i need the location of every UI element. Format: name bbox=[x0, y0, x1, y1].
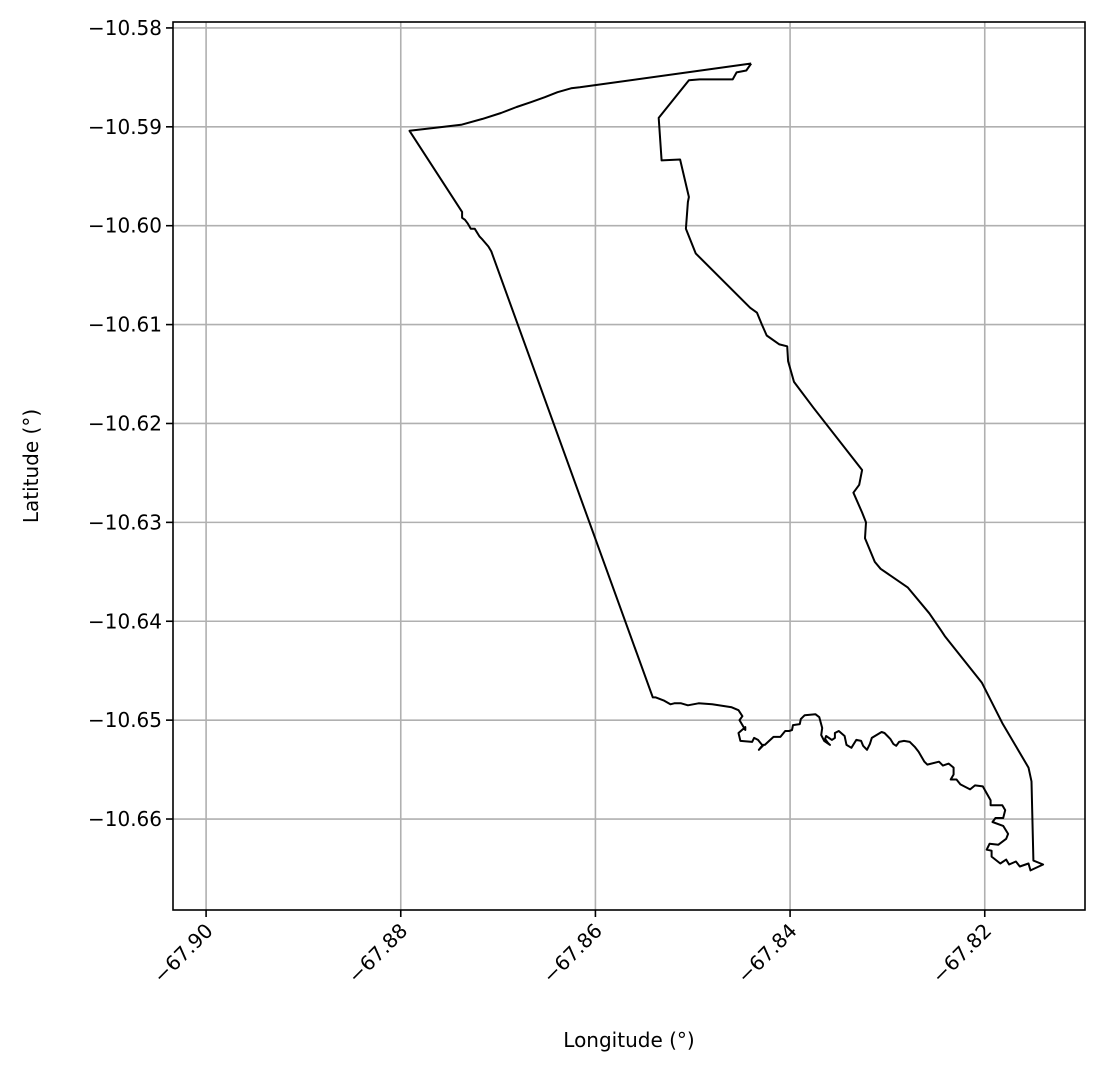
y-tick-label: −10.62 bbox=[88, 411, 162, 435]
y-tick-label: −10.60 bbox=[88, 214, 162, 238]
y-tick-label: −10.64 bbox=[88, 609, 162, 633]
grid-layer bbox=[173, 22, 1085, 910]
axes-frame bbox=[172, 21, 1086, 911]
x-axis-label: Longitude (°) bbox=[563, 1028, 694, 1052]
y-tick-label: −10.61 bbox=[88, 313, 162, 337]
y-tick-labels: −10.58 −10.59 −10.60 −10.61 −10.62 −10.63 −10.… bbox=[88, 16, 162, 831]
y-tick-label: −10.58 bbox=[88, 16, 162, 40]
y-tick-label: −10.63 bbox=[88, 510, 162, 534]
y-tick-label: −10.65 bbox=[88, 708, 162, 732]
y-axis-label: Latitude (°) bbox=[19, 409, 43, 523]
y-tick-label: −10.66 bbox=[88, 807, 162, 831]
tick-mark-layer bbox=[166, 27, 986, 917]
y-tick-label: −10.59 bbox=[88, 115, 162, 139]
boundary-outline bbox=[408, 62, 1045, 872]
plot-area bbox=[408, 62, 1045, 872]
